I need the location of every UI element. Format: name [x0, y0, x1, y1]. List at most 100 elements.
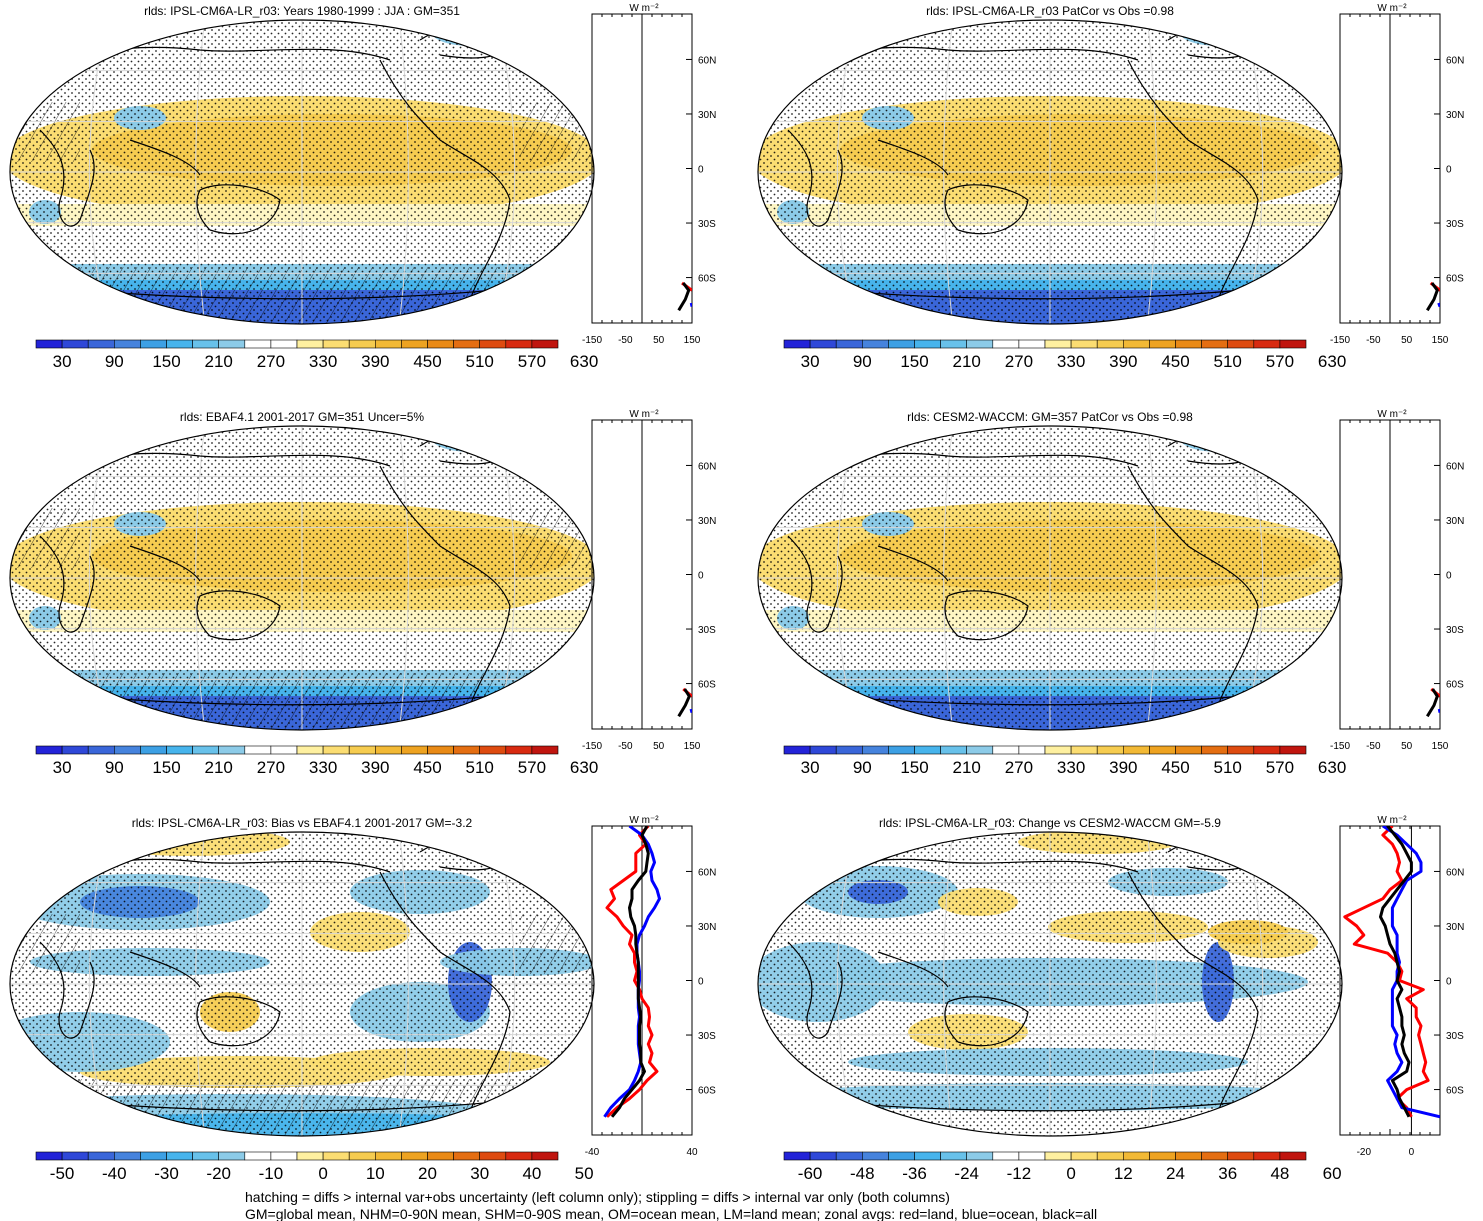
- colorbar-box: [244, 1151, 272, 1161]
- colorbar-label: 30: [801, 758, 820, 777]
- zonal-line-all: [1379, 826, 1413, 1118]
- colorbar-label: 30: [53, 352, 72, 371]
- zonal-line-ocean: [689, 302, 692, 307]
- colorbar-label: 450: [1161, 352, 1189, 371]
- colorbar-box: [888, 745, 915, 755]
- colorbar-box: [1175, 1151, 1202, 1161]
- colorbar-label: -36: [902, 1164, 927, 1183]
- colorbar-label: 90: [853, 352, 872, 371]
- graticule: [10, 832, 594, 1136]
- colorbar-label: 48: [1270, 1164, 1289, 1183]
- colorbar-box: [1044, 745, 1072, 755]
- zonal-lat-label: 60S: [698, 274, 716, 285]
- zonal-axis: W m⁻² -40 40 60N 30N 0 30S 60S: [585, 815, 717, 1158]
- colorbar-box: [1070, 1151, 1098, 1161]
- colorbar-box: [914, 339, 941, 349]
- zonal-line-all: [1426, 688, 1439, 718]
- colorbar-label: 390: [361, 352, 389, 371]
- colorbar-box: [1253, 745, 1281, 755]
- zonal-line-all: [1426, 282, 1439, 312]
- colorbar-box: [1279, 1151, 1307, 1161]
- colorbar-box: [87, 339, 115, 349]
- colorbar-box: [783, 339, 811, 349]
- map: [757, 831, 1343, 1137]
- colorbar-label: 570: [1266, 352, 1294, 371]
- colorbar-box: [218, 339, 246, 349]
- colorbar-box: [87, 745, 115, 755]
- colorbar-box: [296, 339, 324, 349]
- colorbar-label: 630: [1318, 352, 1346, 371]
- zonal-x-tick: 0: [1409, 1147, 1415, 1158]
- colorbar-box: [531, 1151, 559, 1161]
- colorbar-box: [992, 745, 1020, 755]
- colorbar-label: -24: [954, 1164, 979, 1183]
- zonal-x-tick: 150: [684, 335, 701, 346]
- zonal-lat-label: 60N: [1446, 55, 1464, 66]
- colorbar-box: [1070, 745, 1098, 755]
- colorbar-box: [270, 339, 298, 349]
- colorbar-box: [1253, 339, 1281, 349]
- zonal-x-tick: -50: [618, 335, 633, 346]
- colorbar-label: 90: [105, 758, 124, 777]
- colorbar-box: [348, 339, 376, 349]
- colorbar-box: [140, 745, 167, 755]
- colorbar-box: [505, 1151, 533, 1161]
- colorbar-label: 30: [53, 758, 72, 777]
- zonal-x-tick: -150: [1330, 741, 1350, 752]
- colorbar-label: -30: [154, 1164, 179, 1183]
- colorbar-box: [835, 339, 863, 349]
- colorbar-label: 0: [1066, 1164, 1075, 1183]
- colorbar-label: 40: [522, 1164, 541, 1183]
- panel-title: rlds: IPSL-CM6A-LR_r03: Years 1980-1999 …: [144, 4, 460, 18]
- footer-line-2: GM=global mean, NHM=0-90N mean, SHM=0-90…: [245, 1206, 1097, 1221]
- panel-title: rlds: CESM2-WACCM: GM=357 PatCor vs Obs …: [907, 410, 1193, 424]
- colorbar-box: [1044, 1151, 1072, 1161]
- zonal-unit: W m⁻²: [629, 815, 659, 826]
- zonal-lat-label: 60S: [1446, 680, 1464, 691]
- colorbar-box: [1227, 339, 1255, 349]
- colorbar-box: [1122, 745, 1150, 755]
- zonal-unit: W m⁻²: [629, 3, 659, 14]
- colorbar-box: [531, 745, 559, 755]
- colorbar-box: [966, 745, 994, 755]
- colorbar-box: [809, 1151, 837, 1161]
- map-border: [757, 425, 1343, 731]
- colorbar-label: 390: [1109, 352, 1137, 371]
- colorbar-box: [940, 745, 968, 755]
- colorbar-box: [1201, 339, 1229, 349]
- map-border: [9, 425, 595, 731]
- colorbar: 30 90 150 210 270 330 390 450 510 570 630: [783, 339, 1346, 371]
- zonal-lat-label: 0: [698, 977, 704, 988]
- colorbar-box: [192, 1151, 220, 1161]
- colorbar-label: 330: [309, 352, 337, 371]
- colorbar-box: [479, 339, 507, 349]
- colorbar-box: [1149, 1151, 1176, 1161]
- colorbar-box: [992, 1151, 1020, 1161]
- panel-title: rlds: EBAF4.1 2001-2017 GM=351 Uncer=5%: [180, 410, 424, 424]
- zonal-axis: W m⁻² -150 -50 50 150 60N 30N 0 30S 60S: [582, 3, 716, 346]
- panel-p2: rlds: IPSL-CM6A-LR_r03 PatCor vs Obs =0.…: [757, 3, 1464, 371]
- zonal-line-all: [677, 282, 691, 312]
- zonal-lat-label: 60S: [1446, 1086, 1464, 1097]
- colorbar-box: [401, 339, 428, 349]
- zonal-x-tick: 40: [686, 1147, 698, 1158]
- colorbar-box: [35, 339, 63, 349]
- zonal-lat-label: 30S: [698, 625, 716, 636]
- colorbar-box: [888, 1151, 915, 1161]
- coastlines: [767, 26, 1289, 301]
- colorbar-box: [992, 339, 1020, 349]
- zonal-x-tick: -150: [1330, 335, 1350, 346]
- colorbar-box: [166, 1151, 193, 1161]
- zonal-lat-label: 30S: [698, 219, 716, 230]
- colorbar-box: [1279, 339, 1307, 349]
- colorbar-label: -12: [1007, 1164, 1032, 1183]
- zonal-lat-label: 60N: [698, 867, 716, 878]
- colorbar-box: [322, 339, 350, 349]
- colorbar-box: [61, 745, 89, 755]
- colorbar-box: [479, 745, 507, 755]
- colorbar-box: [374, 339, 402, 349]
- colorbar-box: [427, 1151, 454, 1161]
- colorbar-box: [374, 1151, 402, 1161]
- zonal-line-ocean: [689, 708, 692, 714]
- colorbar-box: [809, 339, 837, 349]
